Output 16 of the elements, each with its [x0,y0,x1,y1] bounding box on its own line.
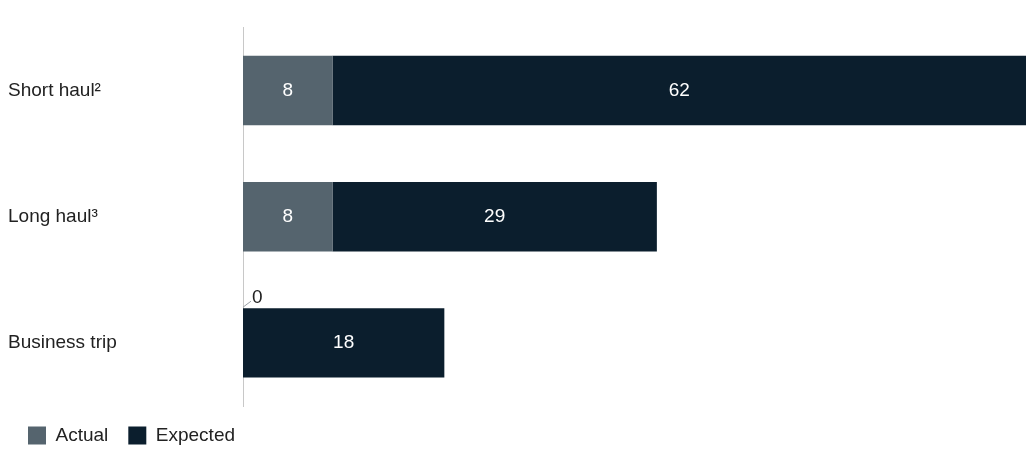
data-label: 62 [668,78,690,100]
legend-label: Actual [55,423,109,445]
data-label: 18 [333,331,355,353]
data-label: 29 [484,204,506,226]
bar [332,182,657,252]
y-tick-label: Long haul³ [8,204,98,226]
bar [332,55,1026,126]
bar [243,308,445,378]
bar [243,55,333,126]
legend-label: Expected [155,423,236,445]
data-label: 8 [282,78,294,100]
y-tick-label: Business trip [8,331,117,353]
annotation: 0 [252,285,263,307]
data-label: 8 [282,204,294,226]
bar [243,182,333,252]
y-tick-label: Short haul² [8,78,101,100]
